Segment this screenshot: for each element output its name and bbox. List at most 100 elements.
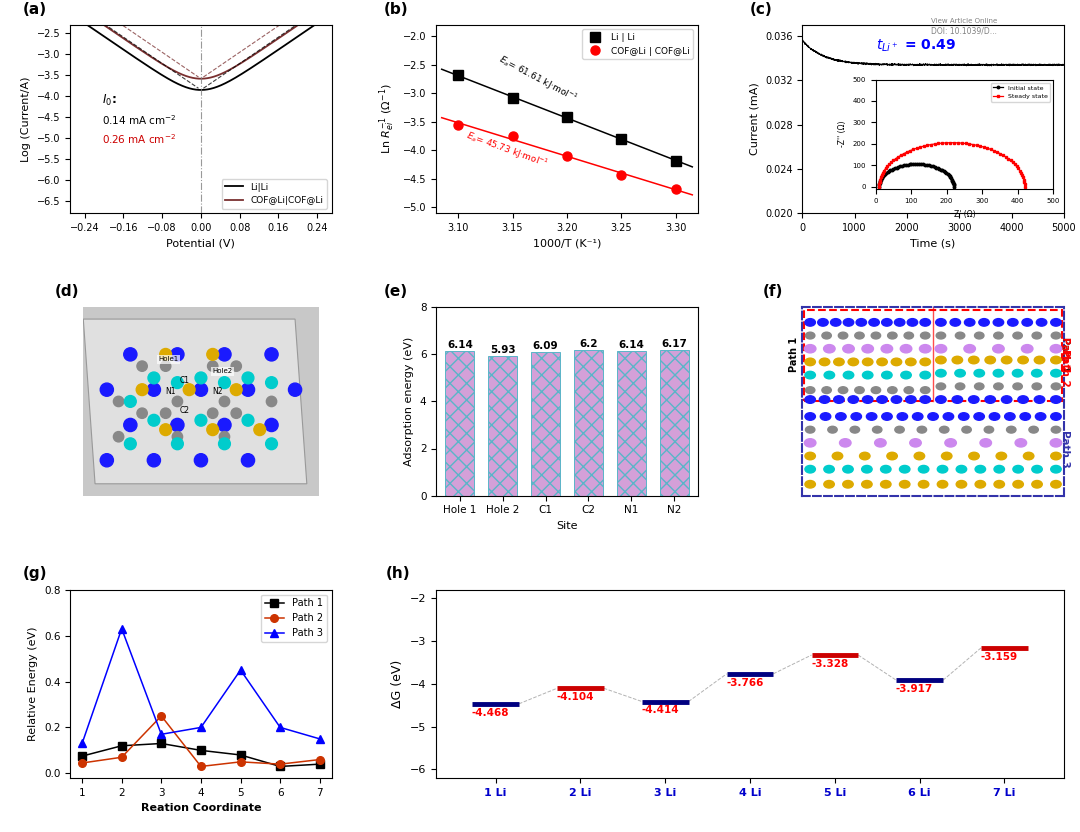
Circle shape xyxy=(1012,369,1023,377)
Circle shape xyxy=(862,481,873,488)
Circle shape xyxy=(161,361,171,371)
Circle shape xyxy=(824,481,835,488)
Circle shape xyxy=(231,361,242,371)
Circle shape xyxy=(888,332,897,339)
Line: Li|Li: Li|Li xyxy=(70,13,332,90)
Circle shape xyxy=(1017,356,1028,364)
Circle shape xyxy=(891,358,902,366)
Circle shape xyxy=(136,384,148,395)
Circle shape xyxy=(100,383,113,396)
Circle shape xyxy=(918,481,929,488)
Li|Li xyxy=(320,12,333,22)
Line: Path 3: Path 3 xyxy=(78,625,324,747)
Circle shape xyxy=(818,319,828,326)
Circle shape xyxy=(147,383,161,396)
Circle shape xyxy=(838,332,848,339)
Bar xyxy=(804,310,1063,401)
Circle shape xyxy=(985,356,996,364)
Bar xyxy=(573,349,603,496)
Text: Path 1: Path 1 xyxy=(1059,337,1070,372)
Circle shape xyxy=(978,319,989,326)
Circle shape xyxy=(1032,332,1041,339)
Text: (f): (f) xyxy=(764,284,783,299)
Circle shape xyxy=(974,413,984,420)
Circle shape xyxy=(1035,396,1044,404)
Circle shape xyxy=(1013,383,1023,389)
Circle shape xyxy=(1013,481,1024,488)
Line: COF@Li | COF@Li: COF@Li | COF@Li xyxy=(454,121,680,194)
Circle shape xyxy=(863,358,873,366)
Circle shape xyxy=(1024,453,1034,460)
Circle shape xyxy=(994,332,1003,339)
Circle shape xyxy=(1004,413,1015,420)
Circle shape xyxy=(848,358,859,366)
Polygon shape xyxy=(83,319,307,483)
X-axis label: Site: Site xyxy=(556,521,578,531)
Bar xyxy=(445,351,474,496)
Legend: Li | Li, COF@Li | COF@Li: Li | Li, COF@Li | COF@Li xyxy=(582,29,693,59)
Circle shape xyxy=(920,387,930,394)
Circle shape xyxy=(805,319,815,326)
Path 2 xyxy=(313,755,326,765)
Circle shape xyxy=(1051,413,1062,420)
COF@Li|COF@Li xyxy=(194,74,207,84)
Circle shape xyxy=(937,465,948,473)
Circle shape xyxy=(994,481,1004,488)
Text: 6.17: 6.17 xyxy=(661,339,687,349)
Circle shape xyxy=(230,384,242,395)
Path 2 xyxy=(234,757,247,767)
Circle shape xyxy=(820,358,829,366)
Circle shape xyxy=(928,413,939,420)
Circle shape xyxy=(242,372,254,384)
Circle shape xyxy=(953,356,962,364)
Circle shape xyxy=(880,465,891,473)
Circle shape xyxy=(805,453,815,460)
Circle shape xyxy=(900,465,910,473)
Circle shape xyxy=(172,377,184,389)
Circle shape xyxy=(993,344,1004,353)
Circle shape xyxy=(974,332,984,339)
Circle shape xyxy=(824,344,835,353)
Circle shape xyxy=(195,372,206,384)
Circle shape xyxy=(964,319,975,326)
Circle shape xyxy=(843,371,854,379)
Circle shape xyxy=(172,432,183,442)
Circle shape xyxy=(124,418,137,432)
Path 2 xyxy=(116,752,129,762)
Text: -3.328: -3.328 xyxy=(811,659,848,669)
Circle shape xyxy=(955,369,966,377)
Circle shape xyxy=(124,438,136,449)
Circle shape xyxy=(1051,332,1061,339)
Circle shape xyxy=(887,453,897,460)
Text: Hole1: Hole1 xyxy=(159,356,179,363)
Li|Li xyxy=(164,75,177,85)
Circle shape xyxy=(124,348,137,361)
COF@Li|COF@Li xyxy=(320,1,333,11)
Circle shape xyxy=(1020,413,1030,420)
Text: 0.26 mA cm$^{-2}$: 0.26 mA cm$^{-2}$ xyxy=(102,131,176,146)
Circle shape xyxy=(906,358,916,366)
Text: -4.104: -4.104 xyxy=(556,692,594,702)
Circle shape xyxy=(950,319,960,326)
Text: N2: N2 xyxy=(213,388,224,396)
Circle shape xyxy=(975,481,986,488)
COF@Li|COF@Li xyxy=(325,0,338,7)
Circle shape xyxy=(918,465,929,473)
Circle shape xyxy=(805,344,815,353)
Circle shape xyxy=(956,481,967,488)
Y-axis label: Adsorption energy (eV): Adsorption energy (eV) xyxy=(404,337,415,466)
Text: (h): (h) xyxy=(386,567,410,582)
Circle shape xyxy=(1036,413,1045,420)
Circle shape xyxy=(194,383,207,396)
Circle shape xyxy=(218,418,231,432)
Circle shape xyxy=(920,396,931,404)
Path 3 xyxy=(273,722,286,732)
Circle shape xyxy=(834,358,845,366)
Circle shape xyxy=(1051,396,1062,404)
Circle shape xyxy=(909,438,921,447)
Path 1 xyxy=(194,745,207,755)
Circle shape xyxy=(827,426,837,433)
COF@Li|COF@Li xyxy=(164,64,177,74)
Circle shape xyxy=(953,396,962,404)
Circle shape xyxy=(877,358,888,366)
